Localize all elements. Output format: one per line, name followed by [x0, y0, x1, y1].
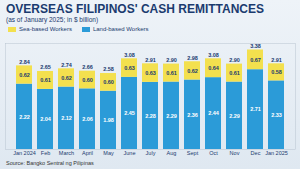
svg-text:2.71: 2.71	[250, 106, 261, 112]
svg-text:0.64: 0.64	[208, 65, 220, 71]
svg-text:Feb: Feb	[41, 150, 50, 156]
svg-text:3.38: 3.38	[250, 43, 261, 49]
svg-text:2.58: 2.58	[103, 66, 114, 72]
svg-text:0.62: 0.62	[187, 68, 198, 74]
svg-text:0.61: 0.61	[40, 77, 51, 83]
svg-text:0.58: 0.58	[271, 69, 282, 75]
svg-text:0.60: 0.60	[103, 79, 114, 85]
svg-text:2.90: 2.90	[166, 57, 177, 63]
svg-text:0.61: 0.61	[229, 70, 240, 76]
svg-text:2.91: 2.91	[271, 57, 282, 63]
html-text:(as of January 2025; in $ bill: (as of January 2025; in $ billion)	[6, 16, 99, 23]
svg-text:0.61: 0.61	[166, 70, 177, 76]
svg-text:2.45: 2.45	[124, 110, 135, 116]
svg-text:2.04: 2.04	[40, 116, 52, 122]
svg-text:April: April	[82, 150, 93, 156]
svg-text:2.65: 2.65	[40, 64, 51, 70]
svg-text:0.67: 0.67	[250, 57, 261, 63]
svg-text:Jan 2025: Jan 2025	[265, 150, 288, 156]
svg-text:0.63: 0.63	[145, 70, 156, 76]
svg-text:2.29: 2.29	[166, 113, 177, 119]
html-text:Sea-based Workers: Sea-based Workers	[19, 26, 72, 32]
svg-text:Jan 2024: Jan 2024	[13, 150, 36, 156]
svg-text:2.36: 2.36	[187, 112, 198, 118]
svg-text:Nov: Nov	[230, 150, 240, 156]
svg-text:Sept: Sept	[187, 150, 199, 156]
svg-text:2.90: 2.90	[229, 57, 240, 63]
svg-text:March: March	[59, 150, 74, 156]
svg-text:2.84: 2.84	[19, 59, 31, 65]
svg-text:July: July	[146, 150, 156, 156]
html-text:OVERSEAS FILIPINOS' CASH REMIT: OVERSEAS FILIPINOS' CASH REMITTANCES	[6, 2, 264, 16]
svg-text:Aug: Aug	[167, 150, 177, 156]
svg-text:0.62: 0.62	[19, 72, 30, 78]
svg-text:2.22: 2.22	[19, 114, 30, 120]
svg-text:2.12: 2.12	[61, 115, 72, 121]
svg-text:3.08: 3.08	[124, 52, 135, 58]
svg-text:June: June	[124, 150, 136, 156]
svg-text:2.66: 2.66	[82, 64, 93, 70]
svg-text:2.91: 2.91	[145, 57, 156, 63]
svg-text:2.98: 2.98	[187, 55, 198, 61]
svg-text:0.60: 0.60	[82, 77, 93, 83]
svg-text:Dec: Dec	[251, 150, 261, 156]
svg-text:0.63: 0.63	[124, 65, 135, 71]
svg-text:2.29: 2.29	[229, 113, 240, 119]
svg-text:1.98: 1.98	[103, 117, 114, 123]
svg-text:2.74: 2.74	[61, 62, 73, 68]
svg-text:2.06: 2.06	[82, 116, 93, 122]
svg-text:2.28: 2.28	[145, 113, 156, 119]
html-text:Land-based Workers: Land-based Workers	[92, 26, 149, 32]
svg-text:0.62: 0.62	[61, 75, 72, 81]
html-text:Source: Bangko Sentral ng Pili: Source: Bangko Sentral ng Pilipinas	[6, 160, 94, 166]
svg-text:Oct: Oct	[209, 150, 218, 156]
svg-text:3.08: 3.08	[208, 52, 219, 58]
svg-text:2.33: 2.33	[271, 112, 282, 118]
svg-text:2.44: 2.44	[208, 110, 220, 116]
svg-text:May: May	[103, 150, 114, 156]
